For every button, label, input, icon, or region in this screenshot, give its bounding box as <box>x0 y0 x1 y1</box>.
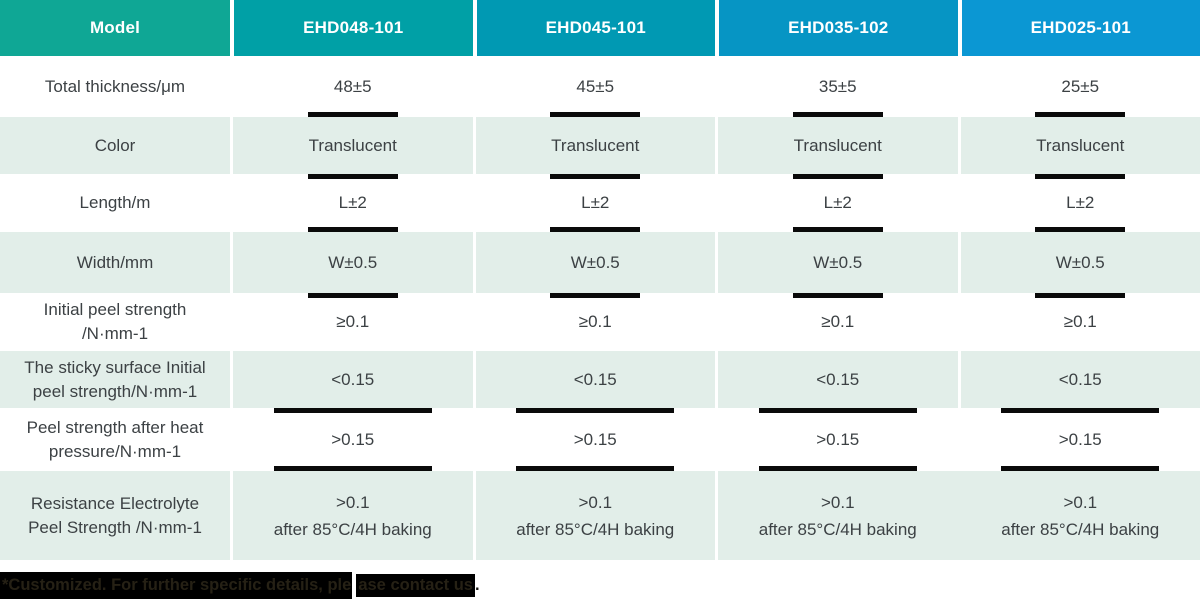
table-row-color: Color Translucent Translucent Translucen… <box>0 117 1200 174</box>
spec-value: Translucent <box>715 117 958 174</box>
spec-value: >0.15 <box>957 408 1200 471</box>
row-label: Peel strength after heat pressure/N·mm-1 <box>0 408 230 471</box>
spec-value: L±2 <box>472 174 715 232</box>
spec-value: 35±5 <box>715 56 958 117</box>
spec-value: W±0.5 <box>230 232 473 293</box>
table-row-length: Length/m L±2 L±2 L±2 L±2 <box>0 174 1200 232</box>
row-label: Resistance Electrolyte Peel Strength /N·… <box>0 471 230 560</box>
spec-value: W±0.5 <box>957 232 1200 293</box>
spec-value: ≥0.1 <box>230 293 473 351</box>
spec-value: L±2 <box>230 174 473 232</box>
spec-value: L±2 <box>715 174 958 232</box>
table-row-total-thickness: Total thickness/μm 48±5 45±5 35±5 25±5 <box>0 56 1200 117</box>
row-label: Length/m <box>0 174 230 232</box>
table-header-row: Model EHD048-101 EHD045-101 EHD035-102 E… <box>0 0 1200 56</box>
row-label: The sticky surface Initial peel strength… <box>0 351 230 408</box>
table-row-sticky-surface-initial-peel: The sticky surface Initial peel strength… <box>0 351 1200 408</box>
row-label: Total thickness/μm <box>0 56 230 117</box>
header-cell-ehd045-101: EHD045-101 <box>472 0 715 56</box>
spec-value: >0.1 after 85°C/4H baking <box>230 471 473 560</box>
row-label: Width/mm <box>0 232 230 293</box>
spec-value: ≥0.1 <box>957 293 1200 351</box>
row-label: Initial peel strength /N·mm-1 <box>0 293 230 351</box>
footer-note: *Customized. For further specific detail… <box>0 572 480 599</box>
table-row-resistance-electrolyte-peel: Resistance Electrolyte Peel Strength /N·… <box>0 471 1200 560</box>
spec-value: 25±5 <box>957 56 1200 117</box>
spec-value: Translucent <box>957 117 1200 174</box>
spec-value: <0.15 <box>472 351 715 408</box>
spec-value: ≥0.1 <box>472 293 715 351</box>
spec-value: L±2 <box>957 174 1200 232</box>
spec-value: >0.15 <box>715 408 958 471</box>
spec-value: 45±5 <box>472 56 715 117</box>
spec-value: W±0.5 <box>715 232 958 293</box>
spec-value: <0.15 <box>957 351 1200 408</box>
header-cell-ehd048-101: EHD048-101 <box>230 0 473 56</box>
spec-value: <0.15 <box>230 351 473 408</box>
spec-value: 48±5 <box>230 56 473 117</box>
header-cell-ehd025-101: EHD025-101 <box>957 0 1200 56</box>
table-row-peel-strength-after-heat: Peel strength after heat pressure/N·mm-1… <box>0 408 1200 471</box>
spec-value: <0.15 <box>715 351 958 408</box>
spec-value: Translucent <box>230 117 473 174</box>
spec-value: >0.1 after 85°C/4H baking <box>472 471 715 560</box>
spec-value: >0.15 <box>230 408 473 471</box>
spec-value: W±0.5 <box>472 232 715 293</box>
spec-value: Translucent <box>472 117 715 174</box>
header-cell-ehd035-102: EHD035-102 <box>715 0 958 56</box>
table-row-width: Width/mm W±0.5 W±0.5 W±0.5 W±0.5 <box>0 232 1200 293</box>
footer-contact-us-text[interactable]: ase contact us <box>356 574 475 597</box>
footer-note-period: . <box>474 576 480 594</box>
spec-value: ≥0.1 <box>715 293 958 351</box>
spec-value: >0.15 <box>472 408 715 471</box>
header-cell-model: Model <box>0 0 230 56</box>
table-row-initial-peel-strength: Initial peel strength /N·mm-1 ≥0.1 ≥0.1 … <box>0 293 1200 351</box>
spec-value: >0.1 after 85°C/4H baking <box>715 471 958 560</box>
row-label: Color <box>0 117 230 174</box>
footer-note-highlighted-text: *Customized. For further specific detail… <box>0 572 353 599</box>
spec-value: >0.1 after 85°C/4H baking <box>957 471 1200 560</box>
